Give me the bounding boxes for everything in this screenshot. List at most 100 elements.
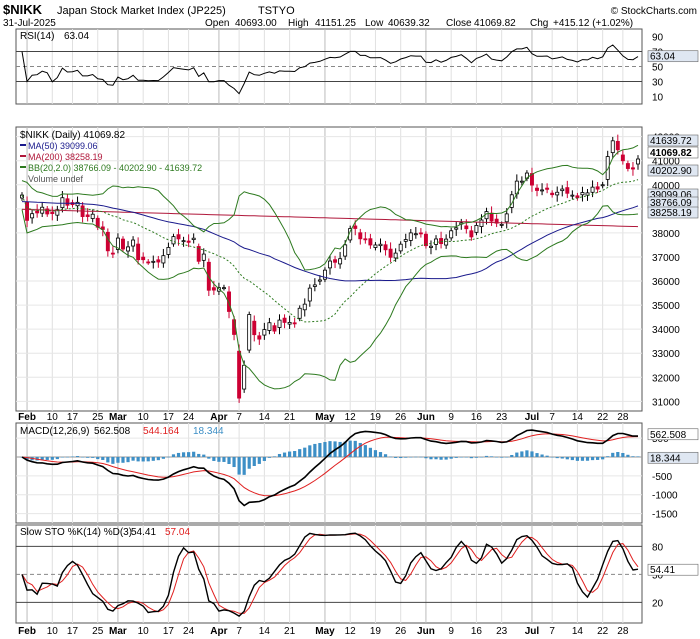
- macd-hist-tag-box: [647, 451, 699, 464]
- macd-hist-bar: [197, 453, 201, 457]
- x-tick-label-bottom: 25: [92, 626, 104, 637]
- macd-hist-bar: [141, 456, 145, 462]
- candle-body: [595, 186, 600, 190]
- macd-hist-bar: [570, 456, 574, 461]
- x-tick-label-bottom: 24: [183, 626, 195, 637]
- candle-body: [560, 188, 565, 192]
- macd-hist-bar: [348, 440, 352, 457]
- x-tick-label: Mar: [109, 412, 127, 423]
- macd-hist-bar: [207, 456, 211, 459]
- price-panel: [15, 126, 643, 412]
- macd-hist-bar: [565, 456, 569, 460]
- macd-hist-bar: [252, 456, 256, 466]
- x-tick-label-bottom: 12: [345, 626, 357, 637]
- x-tick-label: 7: [549, 412, 555, 423]
- macd-hist-bar: [414, 456, 418, 458]
- candle-body: [211, 287, 216, 291]
- macd-hist-bar: [404, 456, 408, 458]
- macd-hist-bar: [434, 456, 438, 460]
- macd-hist-bar: [343, 441, 347, 457]
- macd-hist-bar: [399, 456, 403, 459]
- candle-body: [252, 320, 257, 336]
- price-tag-bb_mid: 40202.90: [650, 166, 692, 177]
- sto-axis-tick: 50: [652, 570, 664, 581]
- x-tick-label: 12: [345, 412, 357, 423]
- low-value: 40639.32: [388, 18, 430, 29]
- candle-body: [121, 238, 125, 250]
- price-tag-ma50: 39099.06: [650, 190, 692, 201]
- x-tick-label-bottom: 9: [448, 626, 454, 637]
- x-tick-label: 26: [395, 412, 407, 423]
- macd-hist-bar: [560, 456, 564, 459]
- macd-hist-tag: 18.344: [650, 453, 681, 464]
- x-tick-label-bottom: Mar: [109, 626, 127, 637]
- x-tick-label: Apr: [210, 412, 227, 423]
- candle-body: [136, 243, 141, 261]
- candle-body: [60, 197, 65, 208]
- macd-hist-bar: [636, 456, 640, 457]
- macd-hist-bar: [267, 456, 272, 458]
- open-label: Open: [205, 18, 229, 29]
- candle-body: [166, 247, 171, 255]
- ma50-legend: MA(50) 39099.06: [28, 141, 98, 151]
- macd-hist-bar: [111, 456, 115, 464]
- candle-body: [358, 232, 363, 240]
- x-tick-label: Jun: [417, 412, 435, 423]
- candle-body: [378, 243, 383, 247]
- candle-body: [151, 260, 156, 263]
- macd-hist-bar: [121, 456, 125, 463]
- sto-legend-v2: 57.04: [165, 527, 190, 538]
- candle-body: [307, 287, 312, 302]
- x-tick-label-bottom: 19: [370, 626, 382, 637]
- chg-label: Chg: [530, 18, 548, 29]
- macd-hist-bar: [429, 456, 433, 460]
- candle-body: [363, 238, 368, 241]
- macd-hist-bar: [520, 451, 524, 457]
- candle-body: [196, 246, 201, 262]
- candle-body: [267, 322, 272, 331]
- macd-hist-bar: [237, 456, 241, 475]
- candle-body: [247, 314, 252, 351]
- x-tick-label-bottom: May: [315, 626, 335, 637]
- macd-hist-bar: [510, 454, 514, 457]
- candle-body: [636, 158, 640, 165]
- candle-body: [338, 258, 343, 265]
- candle-body: [373, 244, 378, 248]
- candle-body: [499, 223, 504, 226]
- macd-hist-bar: [555, 456, 559, 459]
- candle-body: [272, 325, 277, 332]
- macd-hist-bar: [262, 456, 266, 461]
- macd-hist-bar: [166, 456, 171, 458]
- candle-body: [600, 184, 605, 187]
- macd-hist-bar: [454, 456, 458, 458]
- macd-hist-bar: [580, 456, 585, 461]
- macd-hist-bar: [328, 441, 332, 457]
- x-tick-label: 23: [496, 412, 508, 423]
- macd-hist-bar: [171, 454, 176, 457]
- candle-body: [55, 209, 60, 216]
- candle-body: [585, 192, 590, 196]
- macd-hist-bar: [242, 456, 246, 475]
- macd-line: [21, 429, 638, 507]
- price-axis-tick: 36000: [652, 277, 680, 288]
- price-tag-ma200: 38258.19: [650, 208, 692, 219]
- high-label: High: [288, 18, 309, 29]
- price-tag-bb_upper: 41639.72: [650, 136, 692, 147]
- macd-legend-v3: 18.344: [193, 426, 224, 437]
- candle-body: [449, 230, 454, 239]
- macd-hist-bar: [318, 443, 322, 457]
- candle-body: [20, 194, 24, 199]
- high-value: 41151.25: [315, 18, 356, 29]
- price-axis-tick: 35000: [652, 301, 680, 312]
- candle-body: [383, 244, 388, 251]
- candle-body: [605, 156, 610, 180]
- candle-body: [25, 201, 30, 221]
- price-tag-box: [647, 134, 699, 147]
- macd-hist-bar: [353, 440, 357, 457]
- macd-hist-bar: [621, 452, 625, 457]
- macd-hist-bar: [161, 456, 165, 459]
- x-tick-label: 7: [236, 412, 242, 423]
- macd-hist-bar: [409, 456, 413, 458]
- candle-body: [115, 237, 120, 250]
- macd-hist-bar: [444, 456, 448, 460]
